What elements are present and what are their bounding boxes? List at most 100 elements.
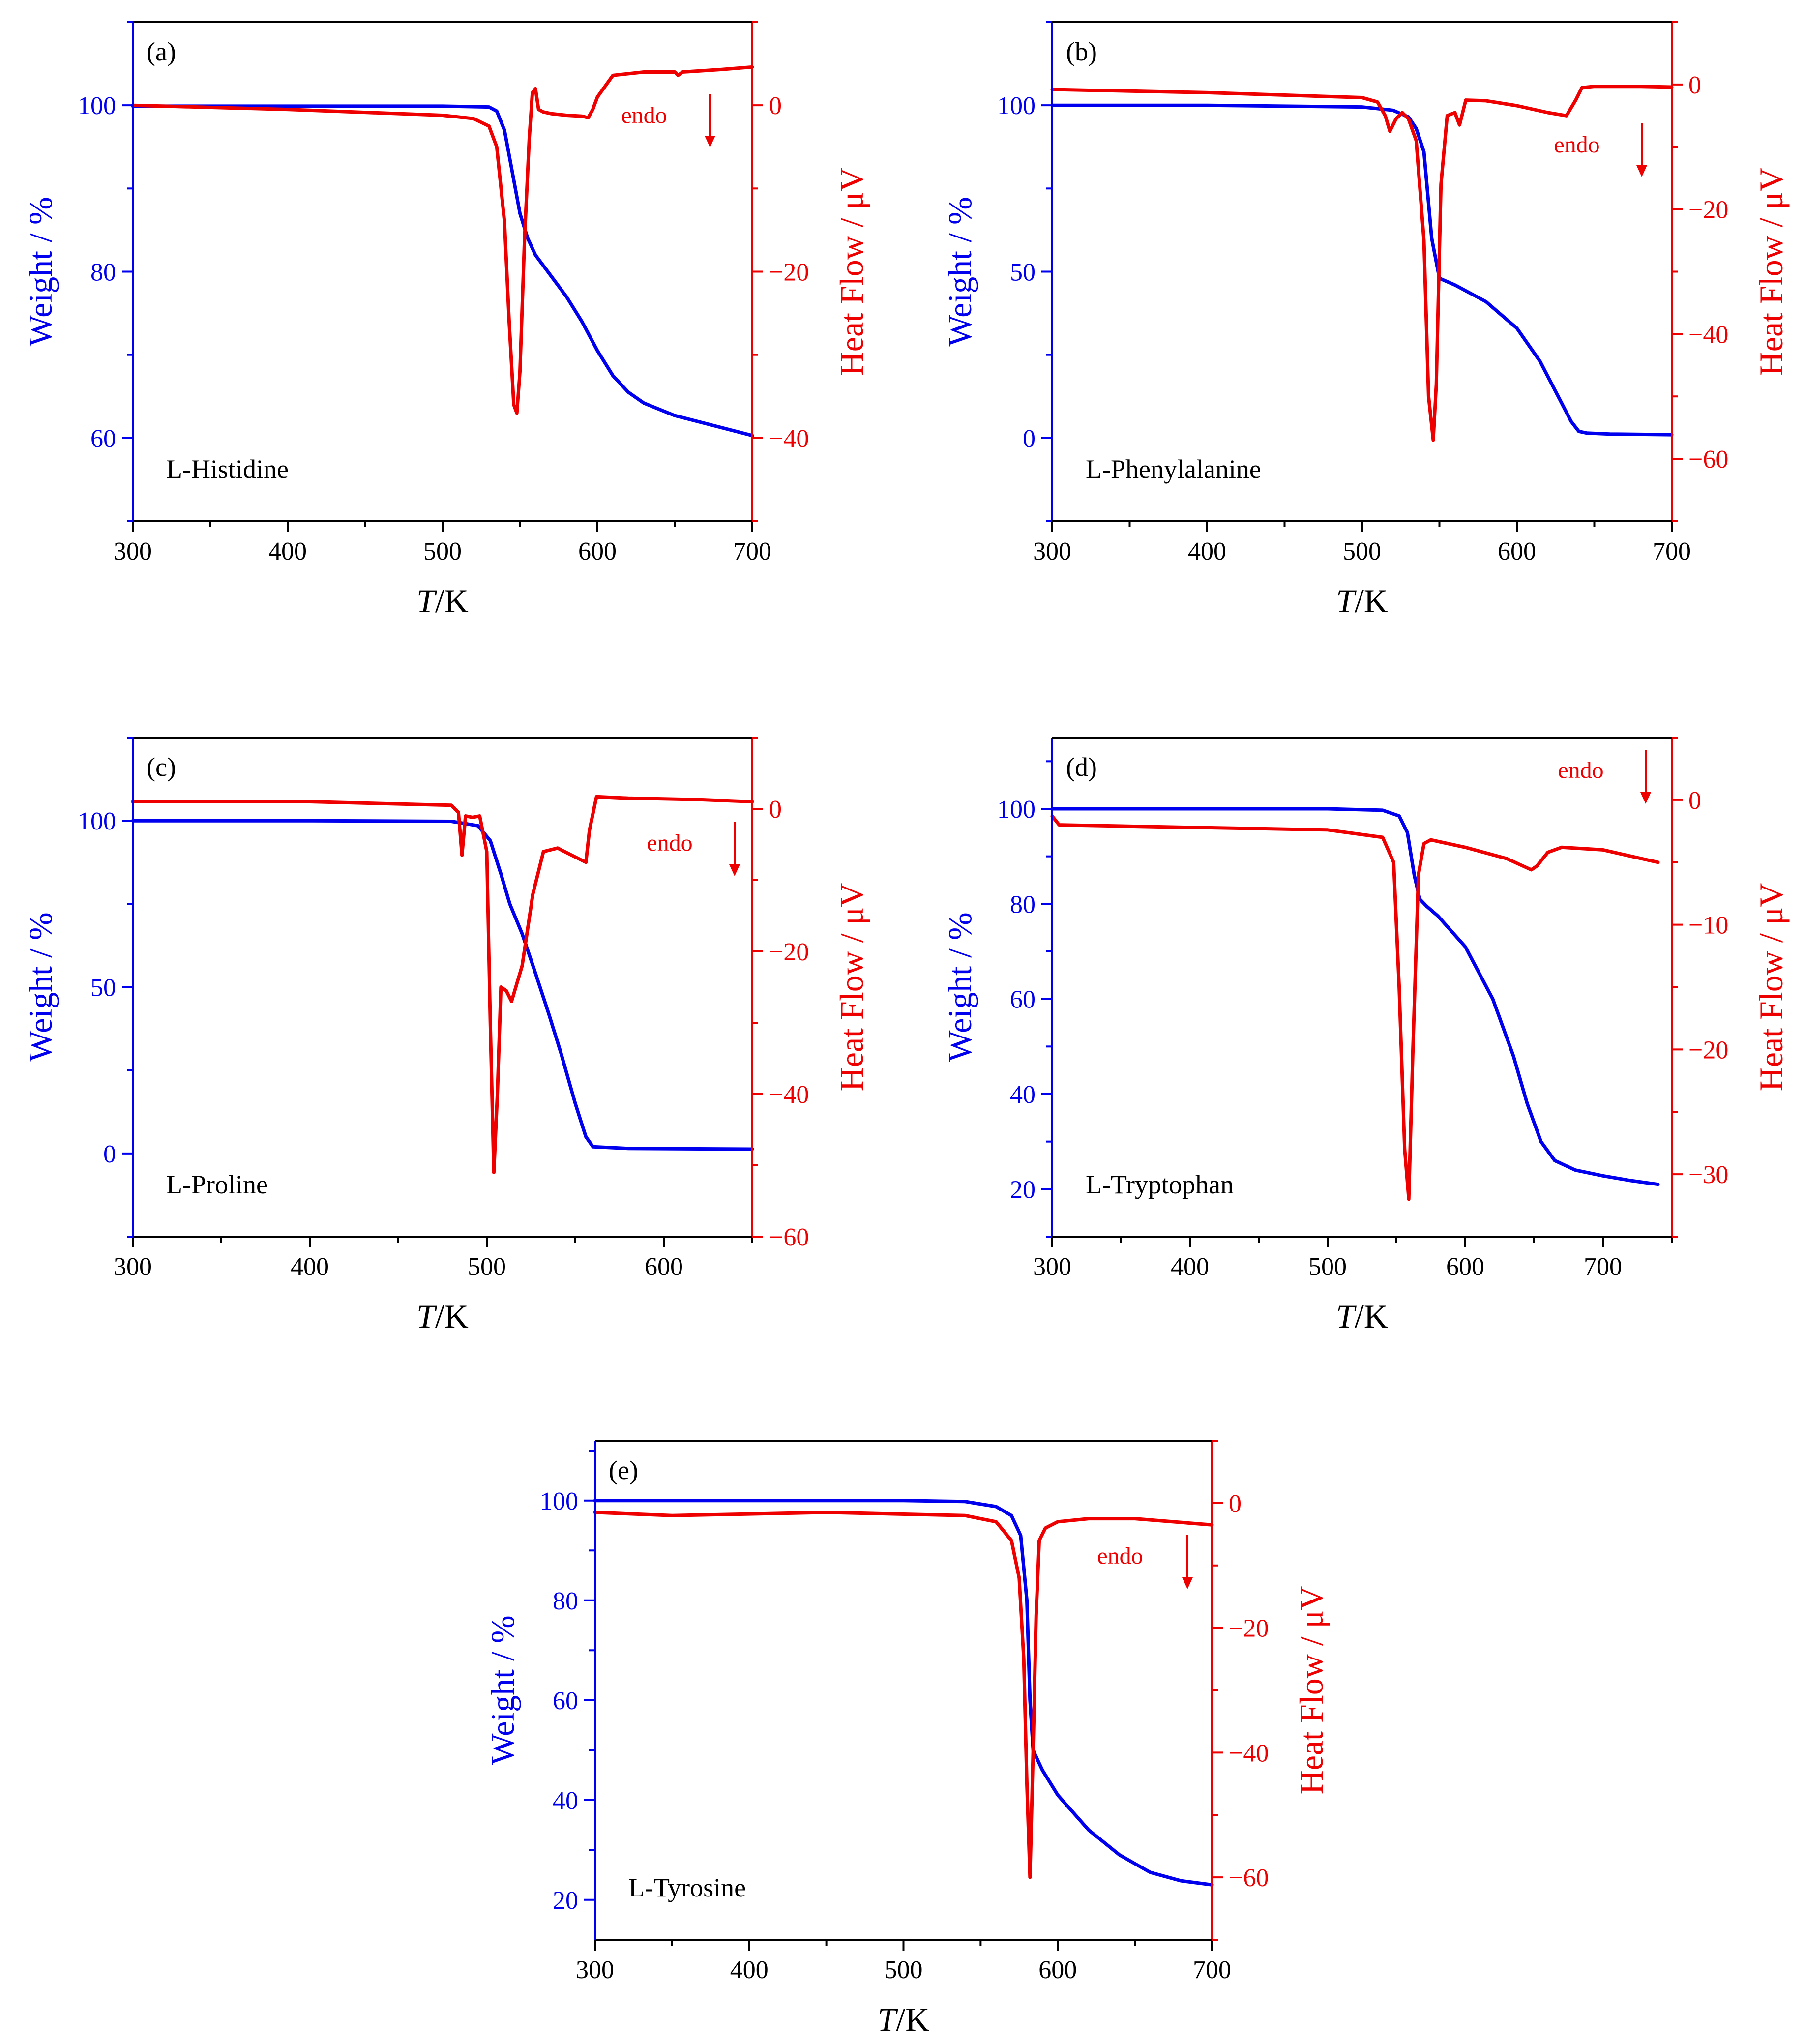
y-left-tick-label: 100 [540,1487,578,1515]
weight-curve [1050,807,1660,1186]
x-tick-label: 400 [291,1253,329,1281]
endo-arrow-icon [1636,165,1647,177]
x-tick-label: 500 [423,537,462,565]
y-left-tick-label: 60 [90,425,116,453]
x-axis-title-unit: /K [1355,1298,1388,1335]
endo-annotation: endo [1558,757,1603,783]
x-tick-label: 300 [576,1956,614,1984]
y-right-axis-title: Heat Flow / μV [1752,168,1790,376]
y-right-tick-label: 0 [1229,1490,1242,1518]
y-left-tick-label: 60 [553,1687,578,1715]
y-right-tick-label: −40 [1688,321,1728,349]
endo-annotation: endo [1097,1543,1143,1569]
x-axis-title: T/K [1336,582,1388,620]
chart-panel-a: 300 400 500 600 700 60 80 100 −40 −20 0 Weight / % H… [22,21,870,620]
endo-arrow-icon [705,136,715,148]
y-left-tick-label: 80 [1010,890,1036,918]
x-axis-title-unit: /K [435,582,469,620]
y-left-tick-label: 20 [553,1887,578,1915]
chart-panel-d: 300 400 500 600 700 20 40 60 80 100 −30 −20 −10 0 Weig… [941,737,1790,1335]
y-right-tick-label: −20 [769,259,809,287]
x-tick-label: 500 [885,1956,923,1984]
y-left-tick-label: 100 [997,92,1036,120]
y-right-tick-label: −20 [1229,1615,1269,1643]
x-axis-title-symbol: T [1336,1298,1357,1335]
endo-annotation: endo [647,830,692,856]
x-axis-title-unit: /K [896,2001,929,2038]
x-tick-label: 400 [1188,537,1226,565]
endo-arrow-icon [729,864,740,876]
x-tick-label: 600 [578,537,617,565]
x-axis-title: T/K [878,2001,930,2038]
y-left-axis-title: Weight / % [941,197,978,346]
x-tick-label: 600 [1038,1956,1077,1984]
y-left-tick-label: 100 [78,807,116,835]
y-right-tick-label: −40 [769,425,809,453]
weight-curve [131,819,754,1151]
x-axis-title-symbol: T [416,582,437,620]
y-left-tick-label: 50 [1010,259,1036,287]
y-left-tick-label: 40 [1010,1081,1036,1109]
y-right-tick-label: −10 [1688,912,1728,940]
x-tick-label: 500 [468,1253,506,1281]
y-right-tick-label: −60 [1688,445,1728,474]
sample-name-label: L-Proline [166,1170,268,1199]
y-right-tick-label: −40 [1229,1739,1269,1767]
y-right-axis-title: Heat Flow / μV [1293,1586,1330,1795]
x-axis-title-symbol: T [1336,582,1357,620]
heat-flow-curve [131,65,754,415]
y-left-tick-label: 0 [103,1140,116,1168]
endo-annotation: endo [621,102,667,128]
panel-label: (d) [1066,752,1097,782]
heat-flow-curve [131,795,754,1174]
heat-flow-curve [593,1511,1214,1879]
y-right-tick-label: 0 [1688,71,1701,99]
x-tick-label: 400 [730,1956,769,1984]
y-left-tick-label: 60 [1010,986,1036,1014]
x-axis-title: T/K [1336,1298,1388,1335]
y-right-tick-label: 0 [769,92,782,120]
x-tick-label: 700 [1584,1253,1622,1281]
x-tick-label: 500 [1343,537,1381,565]
heat-flow-curve [1050,85,1674,442]
x-tick-label: 700 [1653,537,1691,565]
chart-panel-e: 300 400 500 600 700 20 40 60 80 100 −60 −40 −20 0 Weig… [484,1440,1330,2038]
endo-arrow-icon [1640,792,1651,804]
x-tick-label: 400 [1171,1253,1209,1281]
y-right-tick-label: −20 [769,938,809,966]
chart-panel-c: 300 400 500 600 0 50 100 −60 −40 −20 0 Weight / % He… [22,737,870,1335]
x-tick-label: 300 [114,1253,152,1281]
y-left-axis-title: Weight / % [484,1615,521,1765]
y-right-axis-title: Heat Flow / μV [833,168,870,376]
y-left-axis-title: Weight / % [22,912,59,1062]
x-axis-title-unit: /K [435,1298,469,1335]
y-right-tick-label: −60 [1229,1864,1269,1892]
y-left-tick-label: 50 [90,974,116,1002]
x-axis-title-unit: /K [1355,582,1388,620]
x-tick-label: 600 [1446,1253,1484,1281]
panel-label: (a) [147,37,176,66]
y-left-tick-label: 20 [1010,1176,1036,1204]
weight-curve [593,1499,1214,1887]
weight-curve [1050,103,1674,437]
y-left-tick-label: 100 [997,796,1036,824]
panel-label: (e) [609,1455,638,1485]
sample-name-label: L-Histidine [166,454,289,484]
x-tick-label: 500 [1308,1253,1347,1281]
sample-name-label: L-Tryptophan [1086,1170,1234,1199]
y-left-tick-label: 0 [1023,425,1036,453]
x-tick-label: 700 [1193,1956,1231,1984]
x-tick-label: 400 [268,537,307,565]
y-left-tick-label: 80 [553,1587,578,1615]
y-right-tick-label: −60 [769,1223,809,1251]
x-tick-label: 600 [645,1253,683,1281]
x-tick-label: 300 [1033,537,1071,565]
x-tick-label: 700 [733,537,771,565]
y-right-axis-title: Heat Flow / μV [1752,883,1790,1092]
endo-annotation: endo [1554,132,1599,158]
sample-name-label: L-Tyrosine [628,1873,746,1902]
y-right-tick-label: 0 [1688,787,1701,815]
x-axis-title: T/K [416,582,469,620]
x-tick-label: 300 [114,537,152,565]
